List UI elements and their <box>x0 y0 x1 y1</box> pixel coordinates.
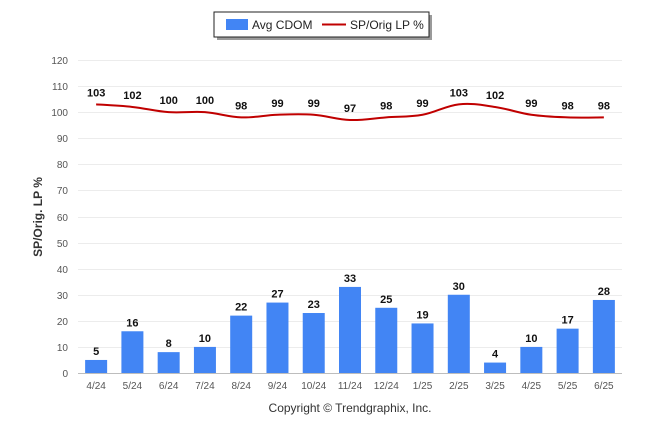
bar <box>157 352 180 373</box>
bar-data-label: 33 <box>344 273 356 285</box>
bar-data-label: 22 <box>235 302 247 314</box>
x-tick-label: 10/24 <box>301 381 326 392</box>
line-data-label: 103 <box>450 87 468 99</box>
line-data-labels: 103 102 100 100 98 99 99 97 98 99 103 102 99 98 98 <box>87 87 610 115</box>
y-tick-label: 90 <box>57 134 69 145</box>
legend-box <box>213 11 430 38</box>
bar <box>411 323 434 373</box>
bar <box>592 299 615 373</box>
bar-data-label: 25 <box>380 294 392 306</box>
bar-data-label: 19 <box>416 309 428 321</box>
line-data-label: 98 <box>598 100 610 112</box>
line-data-label: 99 <box>525 98 537 110</box>
legend-swatch-bar <box>226 19 248 30</box>
x-tick-label: 11/24 <box>338 381 363 392</box>
line-data-label: 102 <box>123 90 141 102</box>
x-tick-label: 2/25 <box>449 381 469 392</box>
bar <box>121 331 144 373</box>
legend-label-line: SP/Orig LP % <box>350 18 424 32</box>
line-data-label: 98 <box>380 100 392 112</box>
x-tick-label: 9/24 <box>268 381 288 392</box>
line-data-label: 100 <box>196 95 214 107</box>
y-tick-label: 110 <box>52 82 68 93</box>
bar-data-label: 10 <box>525 333 537 345</box>
bar <box>339 286 361 373</box>
bar <box>266 302 289 373</box>
bar <box>85 359 108 373</box>
bar-data-label: 16 <box>126 317 138 329</box>
x-tick-label: 6/24 <box>159 381 179 392</box>
line-data-label: 99 <box>416 98 428 110</box>
bar <box>447 294 470 373</box>
line-data-label: 103 <box>87 87 105 99</box>
y-tick-label: 40 <box>57 265 69 276</box>
bar-data-label: 8 <box>166 338 172 350</box>
bar <box>484 362 507 373</box>
line-series <box>96 102 604 122</box>
x-tick-label: 5/24 <box>123 381 143 392</box>
x-tick-label: 6/25 <box>594 381 614 392</box>
x-tick-labels: 4/24 5/24 6/24 7/24 8/24 9/24 10/24 11/24 12/24 1… <box>86 381 614 392</box>
y-tick-label: 20 <box>57 317 69 328</box>
y-tick-label: 30 <box>57 291 69 302</box>
x-tick-label: 3/25 <box>485 381 505 392</box>
bar-data-label: 27 <box>271 289 283 301</box>
bar <box>230 315 253 373</box>
y-tick-label: 50 <box>57 239 69 250</box>
line-data-label: 98 <box>561 100 573 112</box>
y-tick-label: 70 <box>57 186 69 197</box>
copyright-text: Copyright © Trendgraphix, Inc. <box>269 401 432 415</box>
bar <box>556 328 579 373</box>
bar-data-label: 4 <box>492 349 499 361</box>
bar <box>520 346 543 373</box>
line-data-label: 97 <box>344 103 356 115</box>
line-path <box>96 102 604 122</box>
bar-series <box>85 286 615 373</box>
y-tick-label: 80 <box>57 160 69 171</box>
y-tick-labels: 0 10 20 30 40 50 60 70 80 90 100 110 120 <box>51 56 68 380</box>
x-tick-label: 4/25 <box>522 381 542 392</box>
y-tick-label: 10 <box>57 343 69 354</box>
bar <box>193 346 216 373</box>
bar-data-label: 30 <box>453 281 465 293</box>
bar-data-label: 5 <box>93 346 99 358</box>
bar-data-label: 17 <box>561 315 573 327</box>
y-axis-title: SP/Orig. LP % <box>31 177 45 257</box>
x-tick-label: 12/24 <box>374 381 399 392</box>
x-tick-label: 8/24 <box>231 381 251 392</box>
bar-data-label: 23 <box>308 299 320 311</box>
legend-label-bar: Avg CDOM <box>252 18 312 32</box>
bar-data-labels: 5 16 8 10 22 27 23 33 25 19 30 4 10 17 28 <box>93 273 610 361</box>
y-tick-label: 120 <box>51 56 68 67</box>
y-tick-label: 0 <box>62 369 68 380</box>
x-tick-label: 4/24 <box>86 381 106 392</box>
bar-data-label: 10 <box>199 333 211 345</box>
legend: Avg CDOM SP/Orig LP % <box>213 11 432 40</box>
line-data-label: 99 <box>271 98 283 110</box>
x-tick-label: 5/25 <box>558 381 578 392</box>
bar-data-label: 28 <box>598 286 610 298</box>
bar <box>302 313 325 373</box>
x-tick-label: 1/25 <box>413 381 433 392</box>
x-tick-label: 7/24 <box>195 381 215 392</box>
line-data-label: 98 <box>235 100 247 112</box>
bar <box>375 307 398 373</box>
line-data-label: 99 <box>308 98 320 110</box>
y-tick-label: 100 <box>51 108 68 119</box>
line-data-label: 100 <box>159 95 177 107</box>
line-data-label: 102 <box>486 90 504 102</box>
y-tick-label: 60 <box>57 213 69 224</box>
